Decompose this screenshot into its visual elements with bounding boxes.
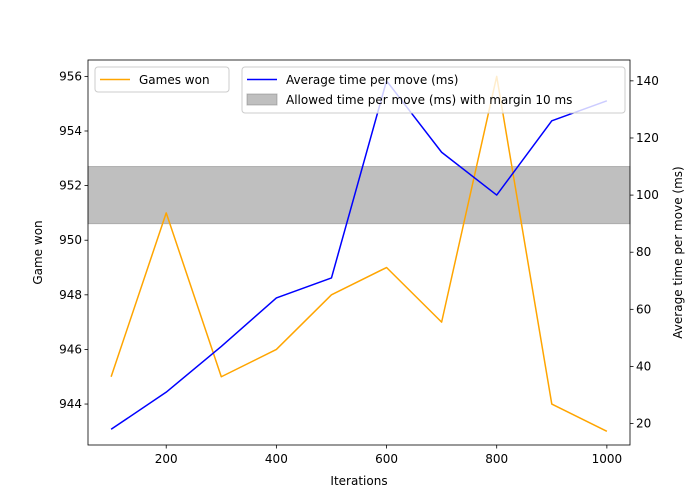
axes-layer: 200 400 600 800 1000 944 946 948 950 952 954 956 20 4… <box>31 59 685 488</box>
allowed-time-band <box>87 166 631 225</box>
right-y-tick-label: 140 <box>636 74 659 88</box>
left-y-tick-label: 944 <box>59 397 82 411</box>
x-axis-label: Iterations <box>330 474 387 488</box>
right-y-axis-label: Average time per move (ms) <box>671 166 685 338</box>
legend-time: Average time per move (ms) Allowed time p… <box>241 66 626 114</box>
right-y-tick-label: 120 <box>636 131 659 145</box>
legend-label-games-won: Games won <box>139 73 210 87</box>
left-y-tick-label: 948 <box>59 288 82 302</box>
legend-swatch-band <box>246 93 278 106</box>
allowed-time-band-layer <box>87 166 631 225</box>
right-y-tick-label: 80 <box>636 245 651 259</box>
legend-box <box>241 66 626 114</box>
right-y-tick-label: 20 <box>636 417 651 431</box>
series-line-games-won <box>110 75 608 433</box>
x-tick-label: 600 <box>375 452 398 466</box>
left-y-tick-label: 956 <box>59 69 82 83</box>
series-line-avg-time <box>110 80 608 430</box>
left-y-tick-label: 950 <box>59 233 82 247</box>
legend-layer: Games won Average time per move (ms) Allow… <box>94 66 626 114</box>
right-y-tick-label: 60 <box>636 302 651 316</box>
x-tick-label: 400 <box>265 452 288 466</box>
left-y-tick-label: 952 <box>59 179 82 193</box>
x-tick-label: 800 <box>485 452 508 466</box>
legend-box <box>94 66 230 93</box>
x-tick-label: 1000 <box>592 452 623 466</box>
legend-games-won: Games won <box>94 66 230 93</box>
left-y-tick-label: 954 <box>59 124 82 138</box>
series-layer <box>110 75 608 433</box>
right-y-tick-label: 100 <box>636 188 659 202</box>
left-y-axis-label: Game won <box>31 220 45 284</box>
left-y-tick-label: 946 <box>59 342 82 356</box>
legend-label-band: Allowed time per move (ms) with margin 1… <box>286 93 572 107</box>
legend-label-avg-time: Average time per move (ms) <box>286 73 458 87</box>
x-tick-label: 200 <box>155 452 178 466</box>
right-y-tick-label: 40 <box>636 359 651 373</box>
